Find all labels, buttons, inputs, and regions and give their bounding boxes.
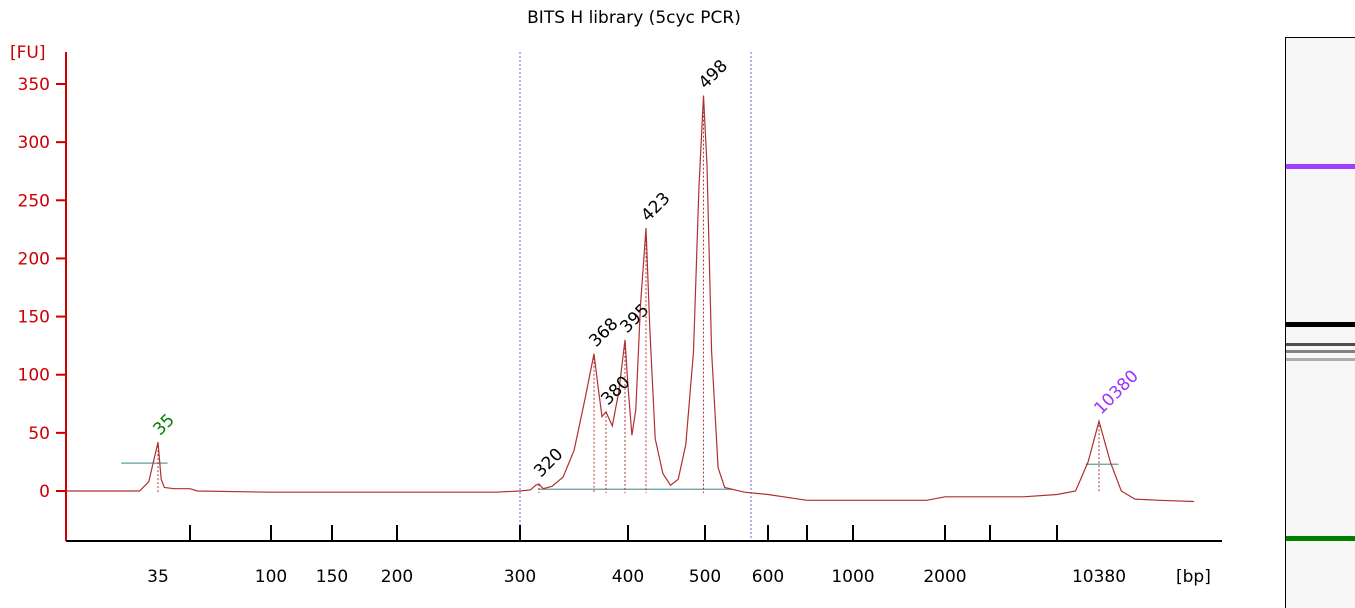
x-tick-label: 300 xyxy=(504,567,536,587)
gel-lane xyxy=(1285,37,1355,608)
y-tick-label: 150 xyxy=(18,308,50,328)
peak-label: 320 xyxy=(530,444,567,481)
x-tick-label: 150 xyxy=(316,567,348,587)
peak-label: 395 xyxy=(616,300,653,337)
gel-band xyxy=(1286,350,1355,353)
peak-label: 423 xyxy=(637,189,674,226)
y-axis-label: [FU] xyxy=(10,43,46,63)
x-tick-label: 2000 xyxy=(923,567,966,587)
peak-label: 10380 xyxy=(1090,366,1142,418)
y-tick-label: 250 xyxy=(18,191,50,211)
gel-band xyxy=(1286,358,1355,361)
gel-band xyxy=(1286,536,1355,541)
gel-band xyxy=(1286,343,1355,346)
peak-label: 368 xyxy=(585,314,622,351)
x-tick-label: 1000 xyxy=(831,567,874,587)
x-tick-label: 100 xyxy=(255,567,287,587)
y-tick-label: 50 xyxy=(28,424,50,444)
y-tick-label: 300 xyxy=(18,133,50,153)
peak-label: 498 xyxy=(695,56,732,93)
electropherogram-trace xyxy=(66,95,1195,503)
x-tick-label: 400 xyxy=(612,567,644,587)
y-tick-label: 100 xyxy=(18,366,50,386)
x-tick-label: 500 xyxy=(689,567,721,587)
electropherogram-chart: 0 50 100 150 200 250 300 350 35 100 150 200 300 400 50… xyxy=(10,43,1222,587)
x-tick-label: 200 xyxy=(381,567,413,587)
chart-title: BITS H library (5cyc PCR) xyxy=(527,8,741,28)
x-axis-label: [bp] xyxy=(1176,567,1211,587)
plot-area: 0 50 100 150 200 250 300 350 35 100 150 200 300 400 50… xyxy=(18,52,1222,587)
x-tick-label: 600 xyxy=(752,567,784,587)
y-tick-label: 200 xyxy=(18,249,50,269)
gel-band xyxy=(1286,322,1355,327)
peak-label: 35 xyxy=(149,410,178,439)
x-tick-label: 10380 xyxy=(1072,567,1126,587)
y-tick-label: 0 xyxy=(39,482,50,502)
x-tick-label: 35 xyxy=(147,567,169,587)
gel-band xyxy=(1286,164,1355,169)
y-tick-label: 350 xyxy=(18,75,50,95)
